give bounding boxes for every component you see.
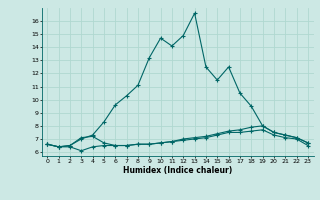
X-axis label: Humidex (Indice chaleur): Humidex (Indice chaleur) [123,166,232,175]
